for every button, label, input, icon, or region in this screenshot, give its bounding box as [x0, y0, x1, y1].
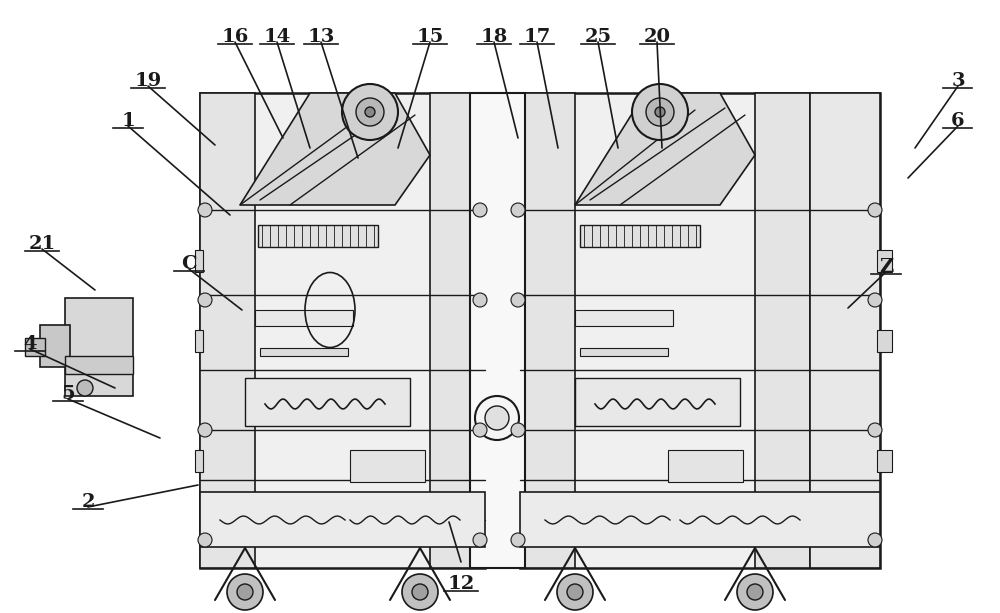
- Bar: [470, 93, 525, 568]
- Text: C: C: [181, 255, 197, 273]
- Text: 25: 25: [584, 28, 612, 46]
- Text: 16: 16: [221, 28, 249, 46]
- Circle shape: [237, 584, 253, 600]
- Bar: [25, 338, 45, 356]
- Text: 17: 17: [523, 28, 551, 46]
- Bar: [668, 450, 743, 482]
- Circle shape: [868, 293, 882, 307]
- Bar: [580, 225, 700, 247]
- Circle shape: [473, 423, 487, 437]
- Text: 3: 3: [951, 72, 965, 90]
- Circle shape: [473, 203, 487, 217]
- Bar: [575, 378, 740, 426]
- Bar: [255, 310, 353, 326]
- Text: 2: 2: [81, 493, 95, 511]
- Text: 13: 13: [307, 28, 335, 46]
- Circle shape: [227, 574, 263, 610]
- Circle shape: [511, 293, 525, 307]
- Circle shape: [868, 423, 882, 437]
- Polygon shape: [575, 93, 755, 205]
- Bar: [755, 93, 810, 568]
- Circle shape: [356, 98, 384, 126]
- Text: 20: 20: [644, 28, 670, 46]
- Bar: [877, 250, 892, 272]
- Bar: [260, 348, 348, 356]
- Text: 19: 19: [134, 72, 162, 90]
- Circle shape: [511, 423, 525, 437]
- Bar: [195, 330, 203, 352]
- Bar: [200, 93, 485, 568]
- Circle shape: [632, 84, 688, 140]
- Circle shape: [402, 574, 438, 610]
- Circle shape: [198, 423, 212, 437]
- Text: Z: Z: [879, 258, 893, 276]
- Bar: [430, 93, 485, 568]
- Text: 18: 18: [480, 28, 508, 46]
- Bar: [40, 325, 70, 367]
- Circle shape: [655, 107, 665, 117]
- Bar: [245, 378, 410, 426]
- Text: 15: 15: [416, 28, 444, 46]
- Bar: [580, 348, 668, 356]
- Circle shape: [342, 84, 398, 140]
- Circle shape: [365, 107, 375, 117]
- Text: 12: 12: [447, 575, 475, 593]
- Circle shape: [747, 584, 763, 600]
- Circle shape: [412, 584, 428, 600]
- Bar: [877, 330, 892, 352]
- Bar: [350, 450, 425, 482]
- Circle shape: [475, 396, 519, 440]
- Circle shape: [868, 533, 882, 547]
- Text: 1: 1: [121, 112, 135, 130]
- Circle shape: [868, 203, 882, 217]
- Circle shape: [511, 533, 525, 547]
- Circle shape: [198, 203, 212, 217]
- Bar: [200, 492, 485, 547]
- Bar: [810, 93, 880, 568]
- Circle shape: [646, 98, 674, 126]
- Bar: [65, 356, 133, 374]
- Bar: [520, 492, 880, 547]
- Circle shape: [511, 203, 525, 217]
- Circle shape: [473, 533, 487, 547]
- Bar: [258, 225, 378, 247]
- Bar: [575, 310, 673, 326]
- Circle shape: [198, 533, 212, 547]
- Circle shape: [737, 574, 773, 610]
- Circle shape: [567, 584, 583, 600]
- Text: 14: 14: [263, 28, 291, 46]
- Bar: [65, 298, 133, 396]
- Circle shape: [77, 380, 93, 396]
- Text: 5: 5: [61, 385, 75, 403]
- Text: 6: 6: [951, 112, 965, 130]
- Bar: [520, 93, 575, 568]
- Bar: [200, 93, 255, 568]
- Polygon shape: [240, 93, 430, 205]
- Circle shape: [557, 574, 593, 610]
- Bar: [195, 450, 203, 472]
- Circle shape: [485, 406, 509, 430]
- Bar: [877, 450, 892, 472]
- Circle shape: [473, 293, 487, 307]
- Circle shape: [198, 293, 212, 307]
- Bar: [195, 250, 203, 272]
- Text: 4: 4: [23, 335, 37, 353]
- Text: 21: 21: [28, 235, 56, 253]
- Bar: [520, 93, 880, 568]
